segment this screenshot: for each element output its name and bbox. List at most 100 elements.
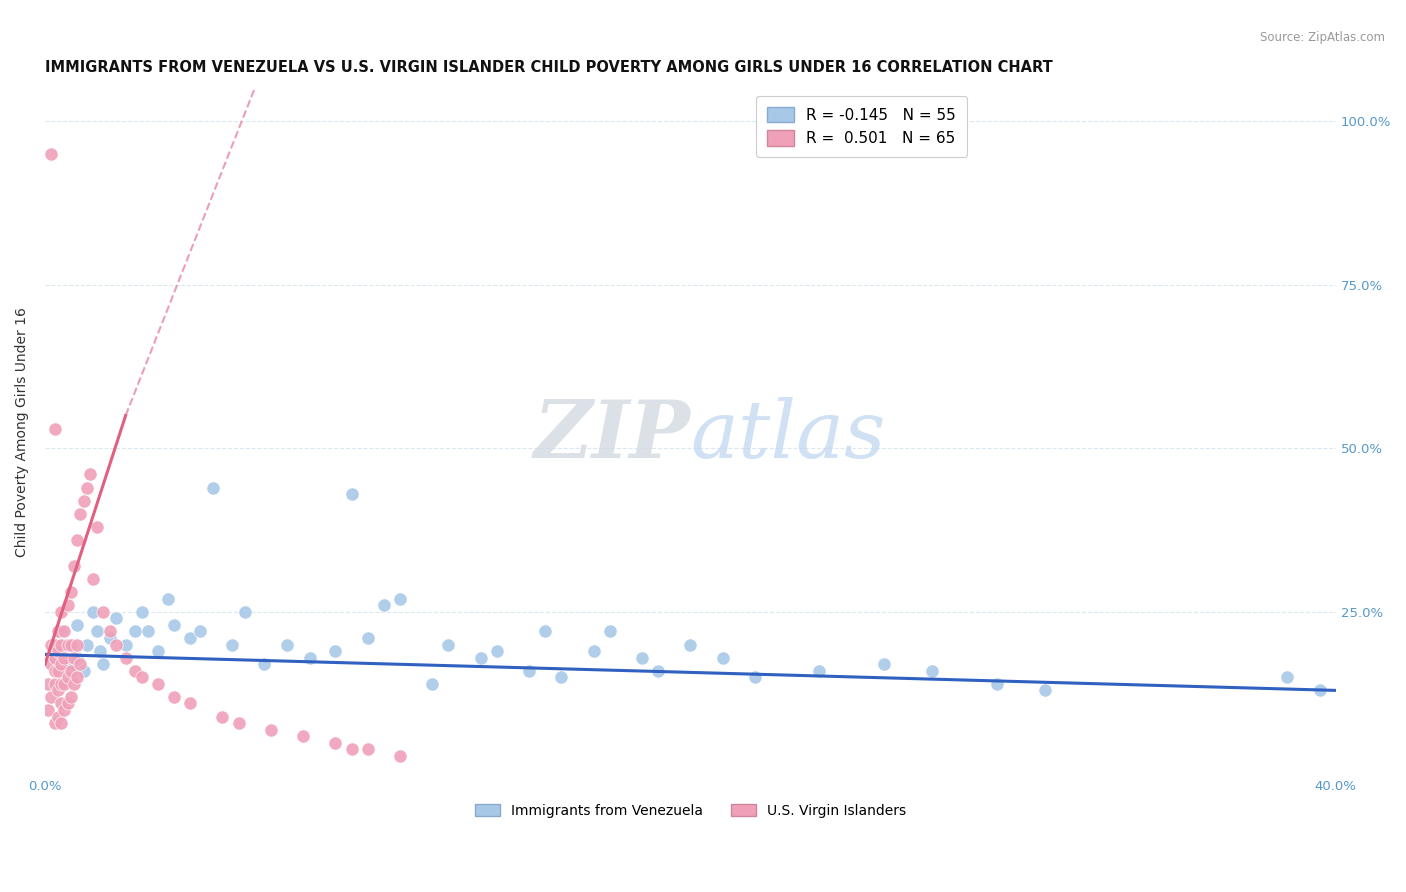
Point	[73, 493, 96, 508]
Point	[49, 657, 72, 672]
Point	[179, 697, 201, 711]
Point	[470, 650, 492, 665]
Point	[66, 650, 89, 665]
Point	[260, 723, 283, 737]
Point	[66, 618, 89, 632]
Point	[56, 670, 79, 684]
Point	[66, 533, 89, 547]
Point	[201, 481, 224, 495]
Point	[253, 657, 276, 672]
Point	[82, 605, 104, 619]
Point	[679, 638, 702, 652]
Point	[53, 650, 76, 665]
Point	[76, 481, 98, 495]
Point	[114, 638, 136, 652]
Point	[340, 487, 363, 501]
Point	[163, 690, 186, 704]
Point	[873, 657, 896, 672]
Text: ZIP: ZIP	[533, 397, 690, 474]
Point	[1309, 683, 1331, 698]
Point	[49, 605, 72, 619]
Y-axis label: Child Poverty Among Girls Under 16: Child Poverty Among Girls Under 16	[15, 307, 30, 557]
Point	[69, 507, 91, 521]
Point	[921, 664, 943, 678]
Point	[98, 631, 121, 645]
Point	[56, 599, 79, 613]
Point	[44, 677, 66, 691]
Point	[46, 683, 69, 698]
Point	[53, 677, 76, 691]
Point	[146, 677, 169, 691]
Point	[1033, 683, 1056, 698]
Point	[485, 644, 508, 658]
Point	[66, 638, 89, 652]
Point	[517, 664, 540, 678]
Point	[44, 716, 66, 731]
Point	[44, 421, 66, 435]
Point	[744, 670, 766, 684]
Point	[114, 650, 136, 665]
Point	[136, 624, 159, 639]
Point	[41, 690, 63, 704]
Point	[82, 572, 104, 586]
Point	[44, 650, 66, 665]
Point	[86, 520, 108, 534]
Point	[69, 657, 91, 672]
Point	[104, 638, 127, 652]
Point	[89, 644, 111, 658]
Point	[91, 657, 114, 672]
Point	[49, 677, 72, 691]
Point	[59, 690, 82, 704]
Point	[73, 664, 96, 678]
Point	[228, 716, 250, 731]
Point	[59, 664, 82, 678]
Point	[49, 697, 72, 711]
Text: atlas: atlas	[690, 397, 886, 474]
Point	[53, 624, 76, 639]
Point	[711, 650, 734, 665]
Point	[388, 748, 411, 763]
Point	[46, 709, 69, 723]
Point	[59, 638, 82, 652]
Point	[357, 742, 380, 756]
Point	[534, 624, 557, 639]
Point	[59, 657, 82, 672]
Point	[46, 644, 69, 658]
Point	[298, 650, 321, 665]
Point	[550, 670, 572, 684]
Point	[66, 670, 89, 684]
Point	[647, 664, 669, 678]
Point	[808, 664, 831, 678]
Legend: Immigrants from Venezuela, U.S. Virgin Islanders: Immigrants from Venezuela, U.S. Virgin I…	[470, 798, 911, 823]
Point	[76, 638, 98, 652]
Point	[53, 703, 76, 717]
Point	[276, 638, 298, 652]
Point	[179, 631, 201, 645]
Point	[49, 716, 72, 731]
Point	[631, 650, 654, 665]
Point	[104, 611, 127, 625]
Point	[388, 591, 411, 606]
Point	[63, 650, 86, 665]
Point	[292, 729, 315, 743]
Point	[437, 638, 460, 652]
Point	[41, 657, 63, 672]
Point	[124, 664, 146, 678]
Point	[37, 703, 59, 717]
Point	[46, 624, 69, 639]
Point	[131, 605, 153, 619]
Point	[420, 677, 443, 691]
Point	[357, 631, 380, 645]
Point	[63, 559, 86, 574]
Point	[41, 146, 63, 161]
Point	[986, 677, 1008, 691]
Point	[163, 618, 186, 632]
Point	[221, 638, 243, 652]
Point	[56, 638, 79, 652]
Point	[44, 638, 66, 652]
Point	[188, 624, 211, 639]
Point	[131, 670, 153, 684]
Point	[63, 677, 86, 691]
Point	[37, 677, 59, 691]
Point	[44, 644, 66, 658]
